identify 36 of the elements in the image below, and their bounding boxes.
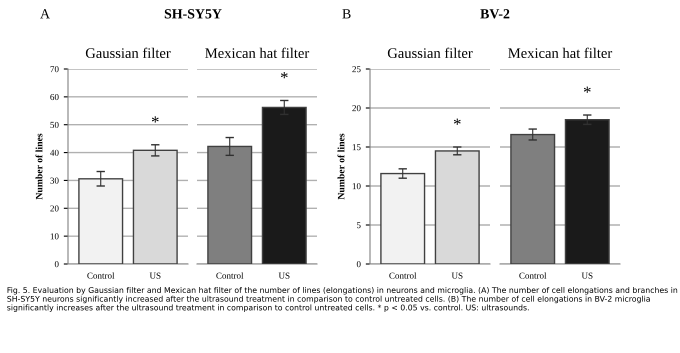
x-tick-label: US (278, 272, 290, 279)
chart-title: Gaussian filter (388, 48, 473, 58)
y-tick-label: 10 (352, 183, 361, 190)
y-tick-label: 40 (50, 150, 59, 156)
y-tick-label: 50 (50, 122, 59, 128)
x-tick-label: Control (87, 272, 114, 279)
annotation: * (280, 72, 288, 78)
text: A (40, 9, 50, 18)
chart-title: Gaussian filter (86, 48, 171, 58)
y-axis-title: Number of lines (35, 134, 42, 200)
y-tick-label: 70 (50, 66, 59, 72)
y-tick-label: 60 (50, 94, 59, 100)
x-tick-label: Control (389, 272, 416, 279)
y-tick-label: 10 (50, 233, 59, 240)
x-tick-label: US (582, 272, 592, 279)
y-tick-label: 20 (352, 105, 361, 112)
y-tick-label: 0 (356, 261, 361, 268)
text: BV-2 (480, 9, 510, 19)
x-tick-label: US (150, 272, 160, 279)
y-tick-label: 20 (50, 205, 59, 212)
annotation: * (584, 86, 591, 93)
chart-title: Mexican hat filter (508, 48, 612, 58)
y-tick-label: 30 (50, 178, 59, 184)
y-tick-label: 0 (54, 261, 59, 268)
chart-title: Mexican hat filter (205, 48, 310, 58)
text: SH-SY5Y (164, 9, 222, 18)
y-tick-label: 15 (352, 144, 361, 150)
y-tick-label: 5 (356, 222, 361, 228)
annotation: * (152, 116, 159, 123)
annotation: * (454, 118, 461, 125)
x-tick-label: Control (519, 272, 546, 279)
y-axis-title: Number of lines (337, 134, 344, 200)
y-tick-label: 25 (352, 66, 361, 72)
x-tick-label: US (452, 272, 462, 279)
text: B (342, 9, 351, 18)
x-tick-label: Control (216, 272, 244, 279)
